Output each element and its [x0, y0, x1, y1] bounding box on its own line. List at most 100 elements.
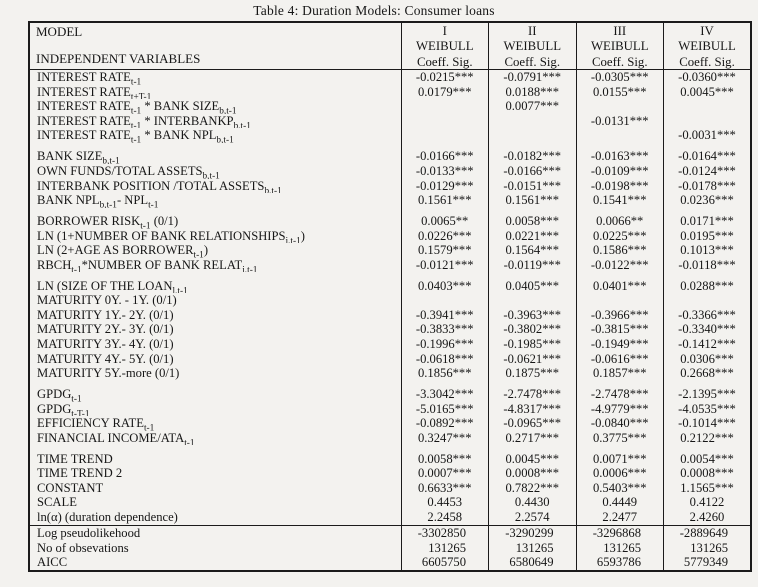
cell-value: 0.4430	[488, 495, 576, 511]
row-label: AICC	[37, 555, 68, 570]
cell-value: 0.0007***	[400, 466, 489, 481]
cell-value: -0.0121***	[400, 257, 489, 273]
row-label: FINANCIAL INCOME/ATAt-1	[37, 430, 195, 446]
cell-value: 0.0006***	[575, 466, 664, 481]
table-row: GPDGt-1 -3.3042*** -2.7478*** -2.7478*** -2.…	[29, 380, 751, 402]
table-row: ln(α) (duration dependence) 2.2458 2.2574 2…	[29, 510, 751, 526]
cell-value: 0.0045***	[663, 84, 751, 100]
cell-value: 0.2668***	[663, 366, 751, 381]
model-2-stat: Coeff. Sig.	[504, 54, 561, 69]
cell-value: -0.0124***	[663, 164, 751, 179]
cell-value: 0.1586***	[575, 243, 664, 258]
cell-value: -0.0791***	[488, 69, 576, 85]
table-caption: Table 4: Duration Models: Consumer loans	[253, 3, 495, 18]
cell-value: -0.0122***	[575, 257, 664, 273]
cell-value: -2889649	[663, 524, 751, 541]
cell-value: 0.3775***	[575, 430, 664, 446]
cell-value: -4.9779***	[575, 401, 664, 417]
row-label: Log pseudolikehood	[29, 524, 401, 541]
cell-value: 0.0405***	[488, 272, 576, 294]
cell-value: -3.3042***	[400, 380, 489, 402]
model-3-name: WEIBULL	[590, 39, 649, 54]
cell-value: -0.0166***	[400, 142, 489, 164]
row-label: MATURITY 1Y.- 2Y. (0/1)	[37, 307, 174, 322]
cell-value: 0.1013***	[663, 243, 751, 258]
cell-value	[575, 99, 664, 114]
cell-value: -0.3963***	[488, 307, 576, 323]
cell-value: 0.0179***	[400, 84, 489, 100]
cell-value	[400, 128, 489, 143]
cell-value: -0.0131***	[575, 113, 664, 129]
cell-value: -3290299	[488, 524, 576, 541]
row-label: EFFICIENCY RATEt-1	[37, 416, 155, 431]
row-label: INTEREST RATEt-1 * INTERBANKPb,t-1	[37, 113, 251, 129]
cell-value: -0.0109***	[575, 164, 664, 179]
variable-group-1: INTEREST RATEt-1 -0.0215*** -0.0791*** -0.0…	[29, 69, 751, 143]
table-row: RBCHt-1*NUMBER OF BANK RELATj,t-1 -0.0121…	[29, 257, 751, 273]
cell-value: 6593786	[575, 555, 664, 571]
cell-value: -0.3966***	[575, 307, 664, 323]
variable-group-5: GPDGt-1 -3.3042*** -2.7478*** -2.7478*** -2.…	[29, 380, 751, 446]
table-row: FINANCIAL INCOME/ATAt-1 0.3247*** 0.2717**…	[29, 430, 751, 446]
cell-value: 131265	[488, 540, 576, 556]
row-label: ln(α) (duration dependence)	[37, 510, 178, 525]
column-header-model-2: II WEIBULL Coeff. Sig.	[488, 22, 576, 71]
independent-variables-label: INDEPENDENT VARIABLES	[36, 51, 201, 66]
variable-group-4: LN (SIZE OF THE LOANl,t-1 0.0403*** 0.0405…	[29, 272, 751, 381]
column-header-model-1: I WEIBULL Coeff. Sig.	[400, 22, 489, 71]
cell-value: 0.0226***	[400, 228, 489, 244]
row-label: LN (1+NUMBER OF BANK RELATIONSHIPSj,t-1)	[37, 228, 305, 244]
cell-value	[488, 128, 576, 143]
cell-value: 0.0221***	[488, 228, 576, 244]
cell-value: 0.0188***	[488, 84, 576, 100]
model-1-name: WEIBULL	[415, 39, 474, 54]
cell-value: 0.0008***	[488, 466, 576, 481]
cell-value: -0.0133***	[400, 164, 489, 179]
cell-value: 2.2458	[400, 510, 489, 526]
row-label: GPDGt-T-1	[37, 401, 90, 417]
row-label: RBCHt-1*NUMBER OF BANK RELATj,t-1	[37, 257, 258, 273]
table-row: EFFICIENCY RATEt-1 -0.0892*** -0.0965*** -0…	[29, 416, 751, 431]
model-1-numeral: I	[442, 24, 447, 38]
cell-value: 0.0058***	[400, 445, 489, 467]
cell-value: -0.1985***	[488, 337, 576, 352]
table-row: CONSTANT 0.6633*** 0.7822*** 0.5403*** 1.156…	[29, 480, 751, 496]
cell-value: 0.1856***	[400, 366, 489, 381]
cell-value: 0.1561***	[488, 193, 576, 208]
table-row: INTEREST RATEt+T-1 0.0179*** 0.0188*** 0.01…	[29, 84, 751, 100]
cell-value: -0.0119***	[488, 257, 576, 273]
table-row: INTEREST RATEt-1 * BANK SIZEb,t-1 0.0077…	[29, 99, 751, 114]
row-label: MATURITY 3Y.- 4Y. (0/1)	[37, 337, 174, 352]
cell-value: 131265	[400, 540, 489, 556]
row-label: LN (SIZE OF THE LOANl,t-1	[37, 278, 188, 294]
row-label: MATURITY 5Y.-more (0/1)	[37, 366, 180, 381]
model-label: MODEL	[36, 24, 83, 39]
cell-value: 0.0008***	[663, 466, 751, 481]
cell-value: -0.3941***	[400, 307, 489, 323]
cell-value: 0.4122	[663, 495, 751, 511]
row-label: INTEREST RATEt-1	[37, 70, 142, 85]
table-row: INTEREST RATEt-1 * BANK NPLb,t-1 -0.0031…	[29, 128, 751, 143]
variable-group-3: BORROWER RISKt-1 (0/1) 0.0065** 0.0058*** 0…	[29, 207, 751, 273]
table-row: INTERBANK POSITION /TOTAL ASSETSb,t-1 -0.…	[29, 178, 751, 194]
row-label: TIME TREND 2	[37, 466, 123, 481]
model-1-stat: Coeff. Sig.	[416, 54, 473, 69]
column-header-model-4: IV WEIBULL Coeff. Sig.	[663, 22, 751, 71]
cell-value: -0.0178***	[663, 178, 751, 194]
cell-value: 0.4449	[575, 495, 664, 511]
row-label: MATURITY 2Y.- 3Y. (0/1)	[37, 322, 174, 337]
cell-value: -0.0118***	[663, 257, 751, 273]
variable-group-6: TIME TREND 0.0058*** 0.0045*** 0.0071*** 0.0…	[29, 445, 751, 526]
row-label: INTEREST RATEt-1 * BANK SIZEb,t-1	[37, 99, 237, 114]
cell-value: 0.0401***	[575, 272, 664, 294]
cell-value: 0.4453	[400, 495, 489, 511]
duration-models-table: MODEL INDEPENDENT VARIABLES I WEIBULL Co…	[28, 21, 752, 572]
cell-value	[400, 293, 489, 308]
cell-value: -0.0965***	[488, 416, 576, 431]
cell-value: 0.0236***	[663, 193, 751, 208]
model-fit-summary: Log pseudolikehood -3302850 -3290299 -32968…	[29, 524, 751, 571]
row-label: No of obsevations	[37, 540, 129, 555]
table-row: INTEREST RATEt-1 * INTERBANKPb,t-1 -0.01…	[29, 113, 751, 129]
cell-value: 2.2574	[488, 510, 576, 526]
